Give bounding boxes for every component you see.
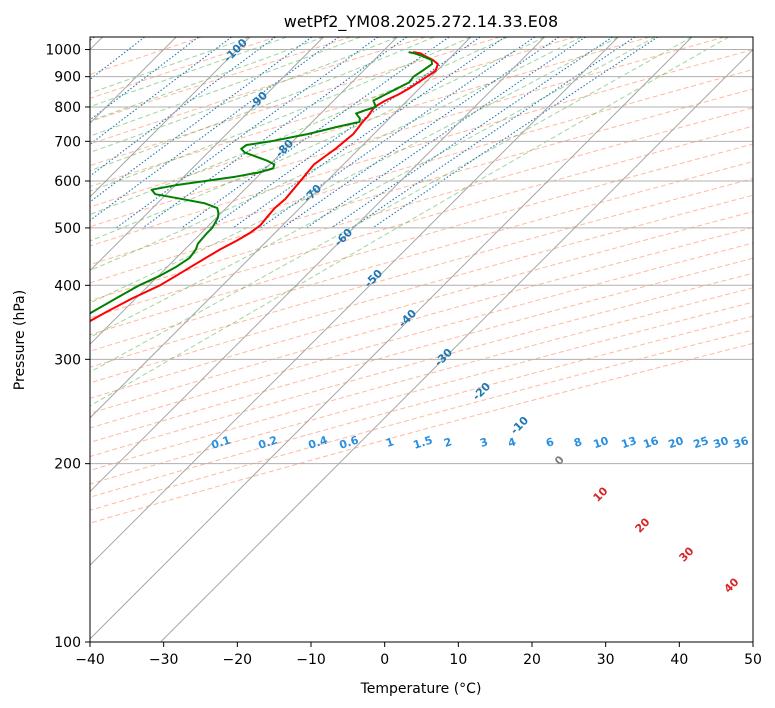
y-tick-label: 500 xyxy=(54,221,81,237)
mixing-ratio-label: 1 xyxy=(384,435,395,450)
moist-adiabats xyxy=(90,37,729,407)
y-tick-label: 400 xyxy=(54,278,81,294)
moist-adiabat-line xyxy=(90,37,287,108)
y-tick-label: 600 xyxy=(54,174,81,190)
dry-adiabat-line xyxy=(90,329,753,511)
mixing-ratio-label: 1.5 xyxy=(412,433,435,451)
isotherm-gridline xyxy=(90,37,251,198)
x-tick-label: 20 xyxy=(523,652,541,668)
isotherm-gridlines xyxy=(90,37,753,642)
mixing-ratio-label: 13 xyxy=(620,434,639,451)
mixing-ratio-label: 6 xyxy=(544,435,556,450)
moist-adiabat-line xyxy=(90,37,251,94)
isotherm-gridline xyxy=(90,37,472,419)
mixing-ratio-line xyxy=(90,37,313,203)
mixing-ratio-line xyxy=(90,37,339,222)
dry-adiabat-line xyxy=(90,37,725,228)
mixing-ratio-line xyxy=(330,37,613,229)
chart-title: wetPf2_YM08.2025.272.14.33.E08 xyxy=(284,12,558,32)
temperature-line xyxy=(90,51,439,323)
x-tick-label: 10 xyxy=(449,652,467,668)
dry-adiabat-line xyxy=(90,125,753,319)
x-tick-label: 0 xyxy=(380,652,389,668)
x-tick-label: −10 xyxy=(296,652,326,668)
dry-adiabats xyxy=(90,37,753,524)
mixing-ratio-line xyxy=(209,37,481,229)
mixing-ratio-label: 8 xyxy=(572,435,583,450)
mixing-ratio-line xyxy=(142,37,408,229)
mixing-ratio-label: 3 xyxy=(478,435,489,450)
mixing-ratio-label: 0.1 xyxy=(210,433,233,451)
mixing-ratio-label: 30 xyxy=(712,434,731,451)
mixing-ratio-label: 36 xyxy=(732,434,751,451)
dry-adiabat-line xyxy=(90,315,753,498)
mixing-ratio-line xyxy=(90,37,232,146)
mixing-ratio-line xyxy=(115,37,379,229)
moist-adiabat-line xyxy=(90,37,619,304)
mixing-ratio-label: 4 xyxy=(506,435,518,450)
mixing-ratio-label: 0.4 xyxy=(307,433,330,451)
x-tick-label: 40 xyxy=(670,652,688,668)
mixing-ratio-label: 10 xyxy=(592,434,611,451)
y-tick-label: 1000 xyxy=(45,43,81,59)
mixing-ratio-line xyxy=(259,37,536,229)
mixing-ratio-line xyxy=(90,37,276,177)
mixing-ratio-line xyxy=(282,37,560,229)
moist-adiabat-line xyxy=(90,37,545,242)
x-axis-label: Temperature (°C) xyxy=(360,681,482,697)
dry-adiabat-line xyxy=(90,107,753,302)
dry-adiabat-line xyxy=(90,287,753,471)
isotherm-gridline xyxy=(90,37,545,493)
mixing-ratio-label: 0.2 xyxy=(257,433,280,451)
mixing-ratio-label: 16 xyxy=(642,434,661,451)
sounding-series xyxy=(90,51,439,323)
y-tick-label: 800 xyxy=(54,100,81,116)
y-tick-label: 900 xyxy=(54,70,81,86)
mixing-ratio-line xyxy=(90,37,199,121)
dewpoint-line xyxy=(90,51,433,315)
axes: −40 −30 −20 −10 0 10 20 30 40 5010020030040050060… xyxy=(45,43,762,668)
mixing-ratio-line xyxy=(351,37,636,229)
dry-adiabat-line xyxy=(90,211,753,399)
isotherm-gridline xyxy=(90,37,619,566)
dry-adiabat-line xyxy=(90,226,753,414)
mixing-ratio-label: 0.6 xyxy=(338,433,361,451)
plot-area: -100-90-80-70-60-50-40-30-20-10010203040… xyxy=(90,37,753,642)
isotherm-gridline xyxy=(160,48,753,642)
dry-adiabat-line xyxy=(90,68,753,266)
x-tick-label: 50 xyxy=(744,652,762,668)
y-tick-label: 200 xyxy=(54,457,81,473)
moist-adiabat-line xyxy=(90,37,472,192)
dry-adiabat-line xyxy=(90,272,753,458)
mixing-ratio-label: 2 xyxy=(442,435,453,450)
moist-adiabat-line xyxy=(90,37,729,407)
dry-adiabat-line xyxy=(90,161,753,352)
isotherm-gridline xyxy=(90,37,398,345)
x-tick-label: −40 xyxy=(75,652,105,668)
dry-adiabat-line xyxy=(90,37,576,188)
dry-adiabat-line xyxy=(90,37,501,167)
x-tick-label: −30 xyxy=(149,652,179,668)
y-tick-label: 300 xyxy=(54,352,81,368)
y-tick-label: 100 xyxy=(54,635,81,651)
isotherm-gridline xyxy=(90,37,324,272)
dry-adiabat-line xyxy=(90,257,753,443)
moist-adiabat-line xyxy=(90,37,656,338)
y-axis-label: Pressure (hPa) xyxy=(12,290,28,390)
dry-adiabat-line xyxy=(90,301,753,485)
dry-adiabat-line xyxy=(90,242,753,429)
dry-adiabat-line xyxy=(90,342,753,524)
moist-adiabat-line xyxy=(90,37,361,137)
moist-adiabat-line xyxy=(90,37,398,154)
mixing-ratio-label: 20 xyxy=(667,434,686,451)
isobar-gridlines xyxy=(90,49,753,642)
plot-frame xyxy=(89,36,754,643)
y-tick-label: 700 xyxy=(54,134,81,150)
isotherm-gridline xyxy=(90,37,693,640)
x-tick-label: 30 xyxy=(597,652,615,668)
x-tick-label: −20 xyxy=(223,652,253,668)
mixing-ratio-label: 25 xyxy=(692,434,711,451)
